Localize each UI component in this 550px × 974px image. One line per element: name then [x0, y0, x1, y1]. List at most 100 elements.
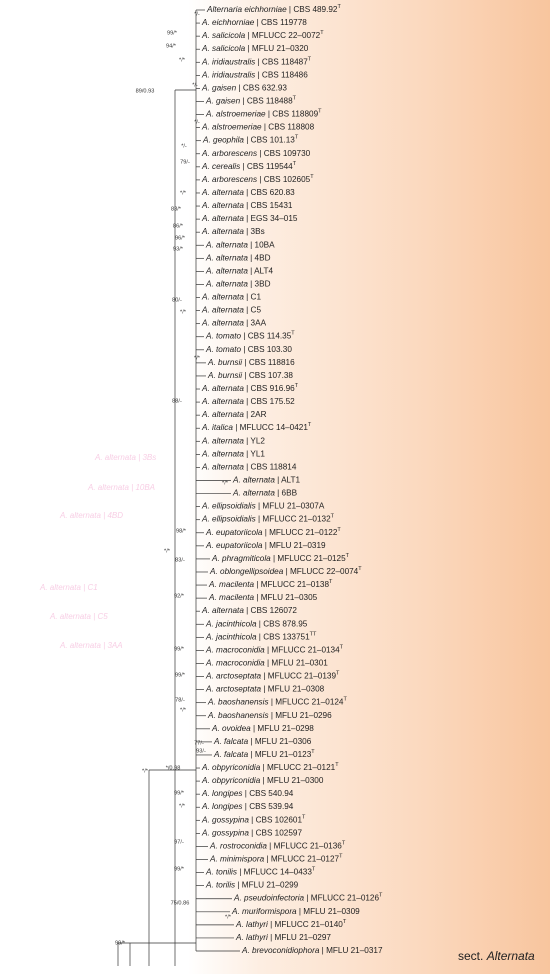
strain-id: | MFLUCC 21–0136: [267, 842, 342, 851]
strain-id: | CBS 540.94: [243, 789, 294, 798]
leaf-label: A. alternata | CBS 620.83: [201, 188, 295, 197]
species-name: A. torilis: [205, 881, 235, 890]
leaf-label: A. eupatoriicola | MFLU 21–0319: [205, 541, 326, 550]
leaf-label: A. falcata | MFLU 21–0123T: [213, 749, 315, 759]
species-name: A. iridiaustralis: [201, 57, 255, 66]
support-value: 80/-: [172, 297, 182, 303]
strain-id: | MFLU 21–0317: [319, 946, 383, 955]
leaf-label: A. longipes | CBS 540.94: [201, 789, 294, 798]
species-name: A. arborescens: [201, 149, 257, 158]
strain-id: | CBS 916.96: [244, 384, 295, 393]
leaf-label: A. alternata | C5: [201, 306, 261, 315]
strain-id: | CBS 118486: [255, 71, 308, 80]
type-marker: T: [320, 31, 324, 37]
species-name: A. arborescens: [201, 175, 257, 184]
strain-id: | MFLU 21–0307A: [256, 502, 325, 511]
species-name: A. alternata: [201, 293, 244, 302]
strain-id: | YL2: [244, 436, 266, 445]
ghost-label: A. alternata | 4BD: [59, 511, 123, 520]
leaf-label: A. alternata | 4BD: [205, 253, 271, 262]
leaf-label: A. phragmiticola | MFLUCC 21–0125T: [211, 553, 350, 563]
leaf-label: A. lathyri | MFLU 21–0297: [235, 933, 331, 942]
strain-id: | MFLUCC 14–0433: [237, 868, 312, 877]
leaf-label: A. arborescens | CBS 102605T: [201, 174, 314, 184]
leaf-label: A. jacinthicola | CBS 878.95: [205, 619, 308, 628]
leaf-label: A. alternata | YL1: [201, 450, 265, 459]
type-marker: T: [302, 815, 306, 821]
species-name: A. burnsii: [207, 358, 242, 367]
species-name: A. longipes: [201, 802, 243, 811]
strain-id: | CBS 620.83: [244, 188, 295, 197]
strain-id: | CBS 118816: [242, 358, 295, 367]
strain-id: | EGS 34–015: [244, 214, 298, 223]
strain-id: | MFLUCC 21–0132: [256, 515, 331, 524]
leaf-label: A. alternata | 3BD: [205, 280, 271, 289]
leaf-label: A. tomato | CBS 114.35T: [205, 331, 295, 341]
strain-id: | 4BD: [248, 253, 271, 262]
species-name: A. rostroconidia: [209, 842, 267, 851]
support-value: */-: [181, 143, 187, 149]
strain-id: | MFLUCC 21–0122: [262, 528, 337, 537]
leaf-label: A. baoshanensis | MFLU 21–0296: [207, 711, 332, 720]
strain-id: | 3BD: [248, 280, 271, 289]
ghost-label: A. alternata | 3Bs: [94, 453, 156, 462]
type-marker: T: [346, 553, 350, 559]
species-name: A. jacinthicola: [205, 619, 257, 628]
species-name: A. alstroemeriae: [205, 110, 266, 119]
strain-id: | CBS 15431: [244, 201, 293, 210]
support-value: 77/-: [194, 740, 204, 746]
species-name: A. falcata: [213, 737, 249, 746]
support-value: 78/-: [175, 697, 185, 703]
section-label: sect. Alternata: [458, 949, 535, 963]
leaf-label: A. jacinthicola | CBS 133751TT: [205, 632, 317, 642]
strain-id: | CBS 102605: [257, 175, 311, 184]
leaf-label: A. arctoseptata | MFLUCC 21–0139T: [205, 671, 340, 681]
leaf-label: A. alternata | CBS 15431: [201, 201, 293, 210]
species-name: A. falcata: [213, 750, 249, 759]
species-name: A. alternata: [201, 384, 244, 393]
leaf-label: A. arctoseptata | MFLU 21–0308: [205, 685, 325, 694]
species-name: A. gossypina: [201, 829, 249, 838]
section-prefix: sect.: [458, 949, 483, 963]
leaf-label: A. gossypina | CBS 102601T: [201, 815, 306, 825]
species-name: A. phragmiticola: [211, 554, 271, 563]
leaf-label: A. geophila | CBS 101.13T: [202, 135, 299, 145]
leaf-label: A. muriformispora | MFLU 21–0309: [231, 907, 360, 916]
species-name: A. macroconidia: [205, 646, 265, 655]
species-name: A. alternata: [201, 214, 244, 223]
support-value: */*: [179, 57, 186, 63]
species-name: A. alternata: [205, 267, 248, 276]
type-marker: T: [340, 645, 344, 651]
strain-id: | CBS 175.52: [244, 397, 295, 406]
leaf-label: A. alternata | 3Bs: [201, 227, 265, 236]
strain-id: | MFLUCC 21–0139: [261, 672, 336, 681]
leaf-label: A. ellipsoidialis | MFLU 21–0307A: [201, 502, 325, 511]
leaf-label: A. baoshanensis | MFLUCC 21–0124T: [207, 697, 348, 707]
species-name: A. pseudoinfectoria: [233, 894, 305, 903]
species-name: A. alternata: [232, 476, 275, 485]
strain-id: | CBS 102597: [249, 829, 303, 838]
leaf-label: A. ellipsoidialis | MFLUCC 21–0132T: [201, 514, 335, 524]
strain-id: | CBS 126072: [244, 606, 298, 615]
type-marker: T: [358, 566, 362, 572]
strain-id: | CBS 102601: [249, 815, 303, 824]
leaf-label: A. tonilis | MFLUCC 14–0433T: [205, 867, 316, 877]
type-marker: T: [310, 174, 314, 180]
type-marker: T: [312, 867, 316, 873]
species-name: A. alternata: [201, 397, 244, 406]
support-value: 83/-: [175, 557, 185, 563]
support-value: */-: [194, 11, 200, 17]
species-name: A. eichhorniae: [201, 18, 255, 27]
leaf-label: A. alternata | CBS 916.96T: [201, 383, 299, 393]
leaf-label: A. ovoidea | MFLU 21–0298: [211, 724, 314, 733]
support-value: 99/*: [174, 646, 185, 652]
leaf-label: A. rostroconidia | MFLUCC 21–0136T: [209, 841, 346, 851]
strain-id: | 2AR: [244, 410, 267, 419]
species-name: A. eupatoriicola: [205, 528, 263, 537]
leaf-label: A. burnsii | CBS 118816: [207, 358, 295, 367]
species-name: A. minimispora: [209, 855, 265, 864]
leaf-label: Alternaria eichhorniae | CBS 489.92T: [206, 4, 341, 14]
species-name: A. macilenta: [208, 580, 254, 589]
leaf-label: A. alternata | 6BB: [232, 489, 298, 498]
support-value: 92/*: [174, 593, 185, 599]
